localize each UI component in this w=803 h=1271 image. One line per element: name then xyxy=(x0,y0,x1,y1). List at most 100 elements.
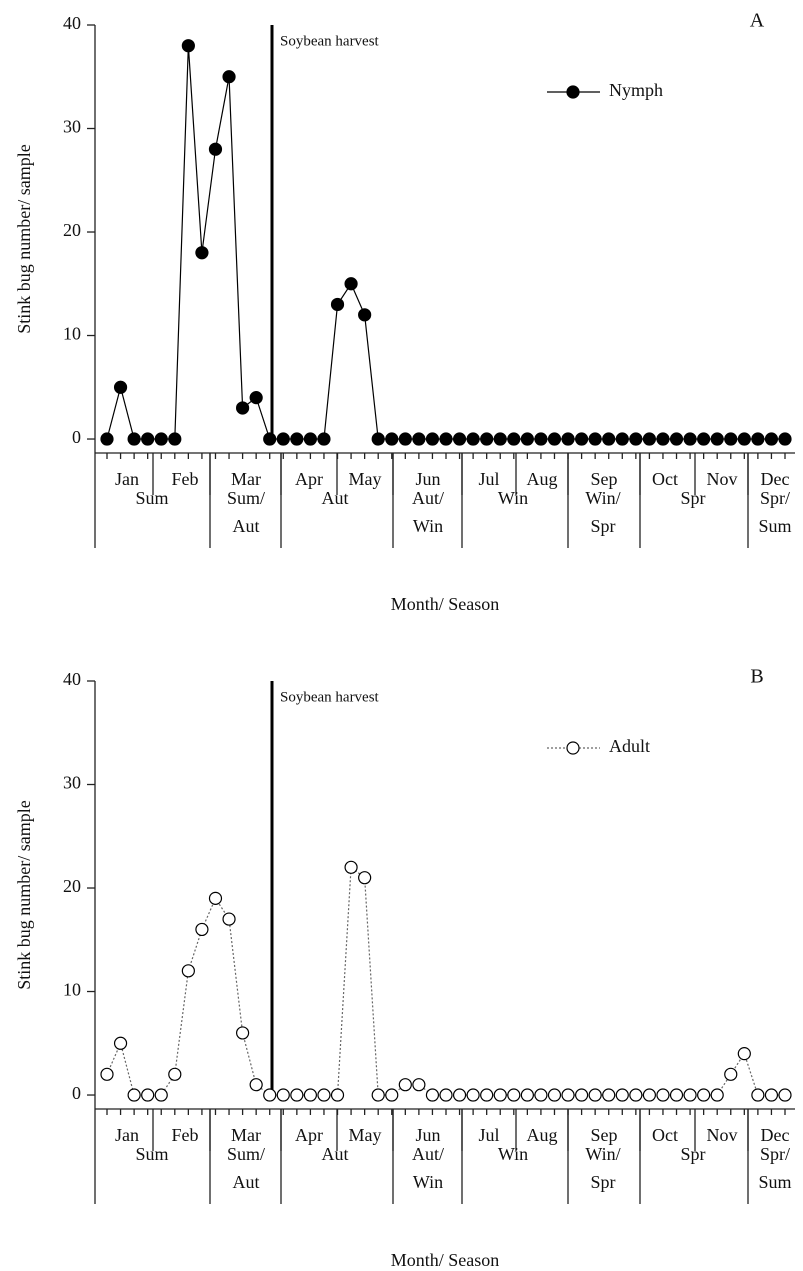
season-label-line: Win xyxy=(413,1172,443,1192)
data-point xyxy=(615,1088,629,1102)
month-label: Mar xyxy=(231,1125,261,1145)
data-point xyxy=(168,1067,182,1081)
data-point xyxy=(290,1088,304,1102)
data-point xyxy=(629,1088,643,1102)
data-point xyxy=(317,1088,331,1102)
season-label: Win/Spr xyxy=(585,1144,620,1192)
y-tick-label: 10 xyxy=(63,324,81,344)
data-point xyxy=(642,1088,657,1102)
y-tick-label: 20 xyxy=(63,876,81,896)
month-label: Oct xyxy=(652,469,678,489)
data-point xyxy=(276,432,290,446)
season-label: Aut/Win xyxy=(412,1144,444,1192)
data-point xyxy=(642,432,657,446)
data-point xyxy=(493,432,507,446)
data-point xyxy=(276,1088,290,1102)
data-point xyxy=(330,297,345,312)
season-label: Spr/Sum xyxy=(758,1144,791,1192)
data-point xyxy=(480,1088,494,1102)
y-tick-label: 10 xyxy=(63,980,81,1000)
data-point xyxy=(602,1088,616,1102)
annotation: Soybean harvest xyxy=(280,33,380,49)
data-point xyxy=(236,1026,250,1040)
data-point xyxy=(710,432,724,446)
data-point xyxy=(290,432,304,446)
month-label: Nov xyxy=(707,1125,738,1145)
data-point xyxy=(398,1078,412,1092)
data-point xyxy=(764,1088,779,1102)
season-label: Sum/Aut xyxy=(227,488,265,536)
month-label: Jun xyxy=(415,1125,440,1145)
data-point xyxy=(412,432,426,446)
y-axis-label: Stink bug number/ sample xyxy=(14,144,34,333)
season-label-line: Spr/ xyxy=(760,1144,790,1164)
data-point xyxy=(751,432,765,446)
data-point xyxy=(358,308,372,322)
y-axis-label: Stink bug number/ sample xyxy=(14,800,34,989)
data-point xyxy=(317,432,331,446)
data-point xyxy=(127,432,141,446)
data-point xyxy=(222,70,236,84)
month-label: Aug xyxy=(527,469,558,489)
data-point xyxy=(208,891,223,905)
data-point xyxy=(561,432,575,446)
data-point xyxy=(181,39,195,53)
data-point xyxy=(615,432,629,446)
data-point xyxy=(249,1078,263,1092)
data-point xyxy=(181,964,195,978)
data-point xyxy=(303,432,317,446)
month-label: Jan xyxy=(115,1125,139,1145)
data-point xyxy=(141,432,155,446)
data-point xyxy=(412,1078,426,1092)
data-point xyxy=(737,432,751,446)
season-label: Spr xyxy=(680,488,705,508)
y-tick-label: 30 xyxy=(63,773,81,793)
data-point xyxy=(100,432,114,446)
data-point xyxy=(778,432,792,446)
data-point xyxy=(507,432,521,446)
data-point xyxy=(751,1088,765,1102)
data-point xyxy=(669,1088,684,1102)
data-point xyxy=(547,432,562,446)
month-label: Dec xyxy=(761,469,790,489)
data-point xyxy=(425,432,440,446)
data-point xyxy=(303,1088,317,1102)
season-label-line: Win/ xyxy=(585,488,620,508)
data-point xyxy=(683,1088,697,1102)
season-label-line: Sum/ xyxy=(227,488,265,508)
data-point xyxy=(208,142,223,156)
y-tick-label: 40 xyxy=(63,669,81,689)
data-point xyxy=(574,1088,589,1102)
month-label: Sep xyxy=(591,1125,618,1145)
panel-label: B xyxy=(750,666,763,688)
month-label: Jan xyxy=(115,469,139,489)
season-label-line: Win xyxy=(413,516,443,536)
season-label: Sum xyxy=(135,1144,168,1164)
season-label-line: Aut xyxy=(233,516,260,536)
data-point xyxy=(344,860,358,874)
series-line xyxy=(106,866,785,1096)
data-point xyxy=(195,246,209,260)
month-label: Jul xyxy=(478,1125,499,1145)
season-label-line: Spr xyxy=(590,516,615,536)
data-point xyxy=(263,432,277,446)
season-label-line: Aut xyxy=(233,1172,260,1192)
x-axis-label: Month/ Season xyxy=(391,1250,500,1270)
month-label: Dec xyxy=(761,1125,790,1145)
data-point xyxy=(330,1088,345,1102)
data-point xyxy=(222,912,236,926)
data-point xyxy=(249,391,263,405)
y-tick-label: 30 xyxy=(63,117,81,137)
data-point xyxy=(737,1047,751,1061)
data-point xyxy=(452,1088,467,1102)
data-point xyxy=(724,1067,738,1081)
data-point xyxy=(439,1088,453,1102)
data-point xyxy=(697,1088,711,1102)
data-point xyxy=(534,1088,548,1102)
data-point xyxy=(547,1088,562,1102)
month-label: Oct xyxy=(652,1125,678,1145)
month-label: Sep xyxy=(591,469,618,489)
month-label: Apr xyxy=(295,469,323,489)
data-point xyxy=(385,1088,399,1102)
data-point xyxy=(439,432,453,446)
